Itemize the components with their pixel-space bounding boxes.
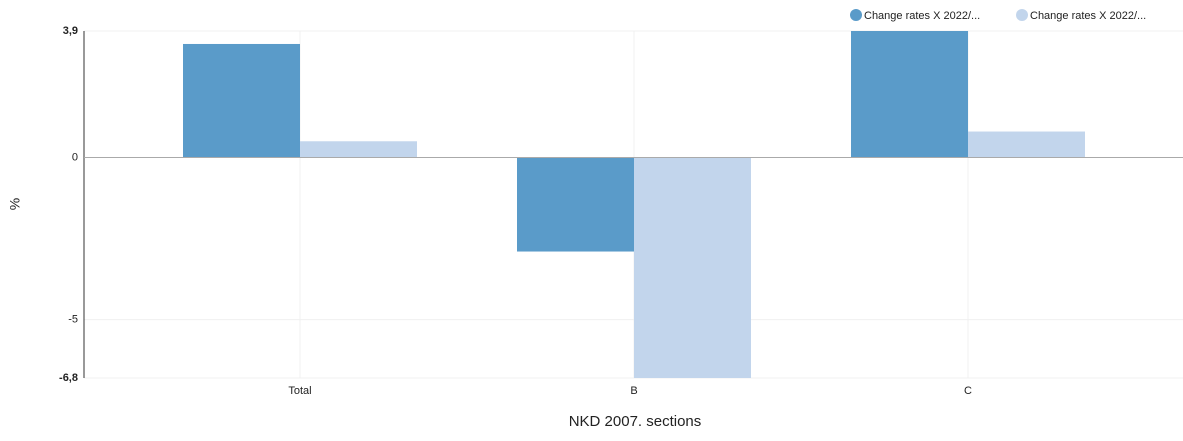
legend-marker — [1016, 9, 1028, 21]
y-tick-label: 3,9 — [63, 25, 78, 37]
bar — [300, 141, 417, 158]
y-tick-label: -6,8 — [59, 372, 78, 384]
x-tick-label: C — [964, 385, 972, 397]
bar — [183, 43, 300, 158]
y-tick-label: -5 — [68, 314, 78, 326]
y-tick-label: 0 — [72, 151, 78, 163]
bar — [968, 131, 1085, 158]
bar — [634, 157, 751, 378]
x-tick-label: B — [630, 385, 637, 397]
bar — [851, 31, 968, 158]
legend-label: Change rates X 2022/... — [1030, 10, 1146, 22]
y-axis-label: % — [7, 198, 23, 210]
x-axis-label: NKD 2007. sections — [569, 413, 702, 430]
legend-marker — [850, 9, 862, 21]
bar — [517, 157, 634, 252]
x-tick-label: Total — [288, 385, 311, 397]
legend-label: Change rates X 2022/... — [864, 10, 980, 22]
